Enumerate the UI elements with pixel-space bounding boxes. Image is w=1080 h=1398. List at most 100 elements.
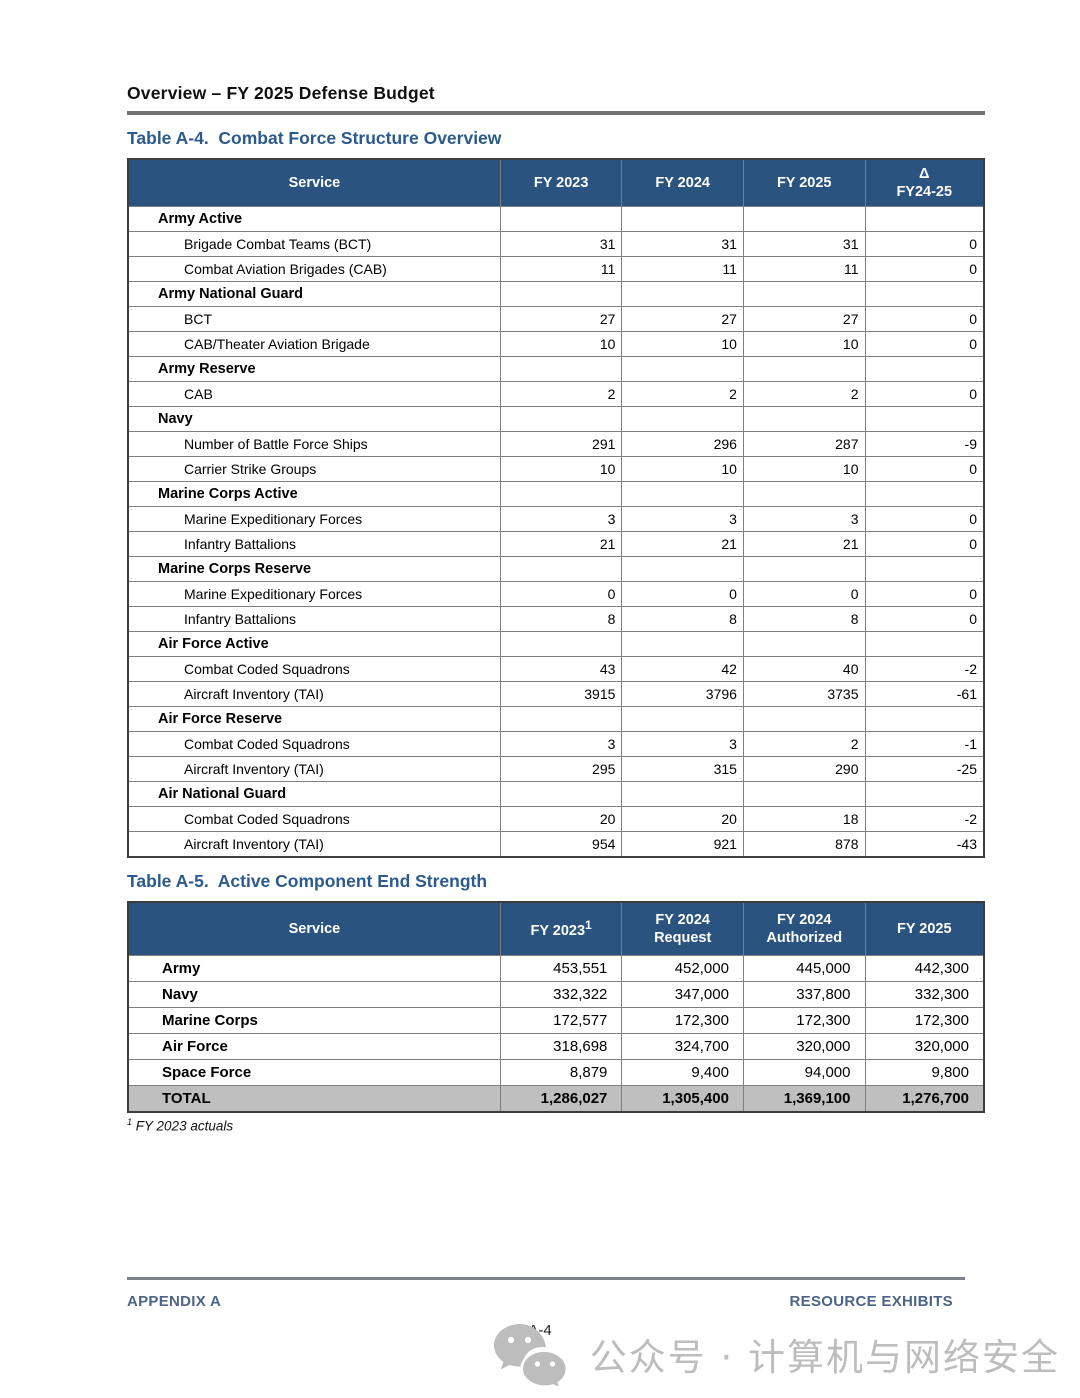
value-cell: 453,551	[499, 955, 623, 982]
value-cell: 0	[864, 256, 985, 282]
service-cell: Army Reserve	[127, 356, 501, 382]
service-cell: Marine Corps	[127, 1007, 501, 1034]
service-cell: Carrier Strike Groups	[127, 456, 501, 482]
page-content: Overview – FY 2025 Defense Budget Table …	[127, 0, 985, 1134]
value-cell: 3915	[499, 681, 623, 707]
table-row: TOTAL 1,286,027 1,305,400 1,369,100 1,276,70…	[127, 1085, 985, 1113]
value-cell: 0	[864, 506, 985, 532]
service-cell: Marine Corps Reserve	[127, 556, 501, 582]
value-cell: 10	[499, 456, 623, 482]
value-cell: 332,300	[864, 981, 985, 1008]
table-row: Army Reserve	[127, 356, 985, 382]
value-cell: 3796	[621, 681, 744, 707]
table-row: Air Force Reserve	[127, 706, 985, 732]
document-header-title: Overview – FY 2025 Defense Budget	[127, 83, 435, 103]
value-cell: 10	[499, 331, 623, 357]
value-cell: 3	[621, 506, 744, 532]
value-cell: 291	[499, 431, 623, 457]
header-row: Service FY 2023 FY 2024 FY 2025 Δ FY24-25	[127, 158, 985, 207]
column-header-fy2024_request: FY 2024 Request	[621, 901, 744, 956]
table-row: Aircraft Inventory (TAI) 954 921 878 -43	[127, 831, 985, 858]
value-cell: 0	[864, 381, 985, 407]
value-cell	[499, 631, 623, 657]
table-row: Navy 332,322 347,000 337,800 332,300	[127, 981, 985, 1008]
service-cell: Navy	[127, 981, 501, 1008]
value-cell: 2	[499, 381, 623, 407]
value-cell: 20	[621, 806, 744, 832]
value-cell: 11	[742, 256, 866, 282]
value-cell: 0	[499, 581, 623, 607]
value-cell: 0	[742, 581, 866, 607]
value-cell	[742, 556, 866, 582]
value-cell: 3735	[742, 681, 866, 707]
header-row: Service FY 20231 FY 2024 Request FY 2024 Auth…	[127, 901, 985, 956]
table-row: Combat Coded Squadrons 43 42 40 -2	[127, 656, 985, 682]
column-header-fy2025: FY 2025	[742, 158, 866, 207]
value-cell: 9,400	[621, 1059, 744, 1086]
value-cell: 442,300	[864, 955, 985, 982]
value-cell	[864, 706, 985, 732]
table-a5-end-strength: Service FY 20231 FY 2024 Request FY 2024 Auth…	[127, 901, 985, 1113]
value-cell: 0	[864, 606, 985, 632]
value-cell: 10	[621, 456, 744, 482]
value-cell: -2	[864, 806, 985, 832]
value-cell: 0	[864, 531, 985, 557]
footer-section-label: RESOURCE EXHIBITS	[789, 1293, 953, 1310]
value-cell: 954	[499, 831, 623, 858]
service-cell: Army	[127, 955, 501, 982]
table-row: Marine Corps Reserve	[127, 556, 985, 582]
value-cell: 452,000	[621, 955, 744, 982]
table-row: Army Active	[127, 206, 985, 232]
value-cell: 921	[621, 831, 744, 858]
table-a5-body: Army 453,551 452,000 445,000 442,300 Navy 332,…	[127, 955, 985, 1113]
table-row: CAB/Theater Aviation Brigade 10 10 10 0	[127, 331, 985, 357]
service-cell: TOTAL	[127, 1085, 501, 1113]
table-row: Air National Guard	[127, 781, 985, 807]
value-cell	[499, 781, 623, 807]
value-cell	[864, 356, 985, 382]
service-cell: Aircraft Inventory (TAI)	[127, 681, 501, 707]
value-cell	[621, 406, 744, 432]
value-cell: 295	[499, 756, 623, 782]
value-cell: -1	[864, 731, 985, 757]
column-header-service: Service	[127, 158, 501, 207]
table-row: CAB 2 2 2 0	[127, 381, 985, 407]
value-cell: 172,300	[742, 1007, 866, 1034]
value-cell: 337,800	[742, 981, 866, 1008]
value-cell	[742, 281, 866, 307]
value-cell: 1,369,100	[742, 1085, 866, 1113]
value-cell: 172,300	[621, 1007, 744, 1034]
value-cell: 94,000	[742, 1059, 866, 1086]
value-cell	[742, 206, 866, 232]
service-cell: Marine Expeditionary Forces	[127, 506, 501, 532]
value-cell	[621, 281, 744, 307]
value-cell: 2	[742, 731, 866, 757]
value-cell: 3	[499, 506, 623, 532]
footnote-text: FY 2023 actuals	[135, 1118, 234, 1134]
table-a4-header: Service FY 2023 FY 2024 FY 2025 Δ FY24-25	[127, 158, 985, 207]
table-row: Marine Expeditionary Forces 3 3 3 0	[127, 506, 985, 532]
service-cell: Air Force Reserve	[127, 706, 501, 732]
table-row: Navy	[127, 406, 985, 432]
value-cell: 1,276,700	[864, 1085, 985, 1113]
service-cell: Army National Guard	[127, 281, 501, 307]
value-cell: 320,000	[864, 1033, 985, 1060]
service-cell: Combat Coded Squadrons	[127, 806, 501, 832]
value-cell	[499, 356, 623, 382]
service-cell: Combat Coded Squadrons	[127, 731, 501, 757]
table-a5-footnote: 1 FY 2023 actuals	[127, 1117, 985, 1134]
service-cell: Air National Guard	[127, 781, 501, 807]
service-cell: Infantry Battalions	[127, 531, 501, 557]
value-cell: -9	[864, 431, 985, 457]
table-a5-header: Service FY 20231 FY 2024 Request FY 2024 Auth…	[127, 901, 985, 956]
table-row: Number of Battle Force Ships 291 296 287 -9	[127, 431, 985, 457]
value-cell	[864, 281, 985, 307]
table-row: Combat Coded Squadrons 3 3 2 -1	[127, 731, 985, 757]
table-row: Infantry Battalions 8 8 8 0	[127, 606, 985, 632]
value-cell: 43	[499, 656, 623, 682]
table-row: BCT 27 27 27 0	[127, 306, 985, 332]
value-cell: 21	[621, 531, 744, 557]
value-cell: 0	[864, 581, 985, 607]
header-rule	[127, 111, 985, 115]
